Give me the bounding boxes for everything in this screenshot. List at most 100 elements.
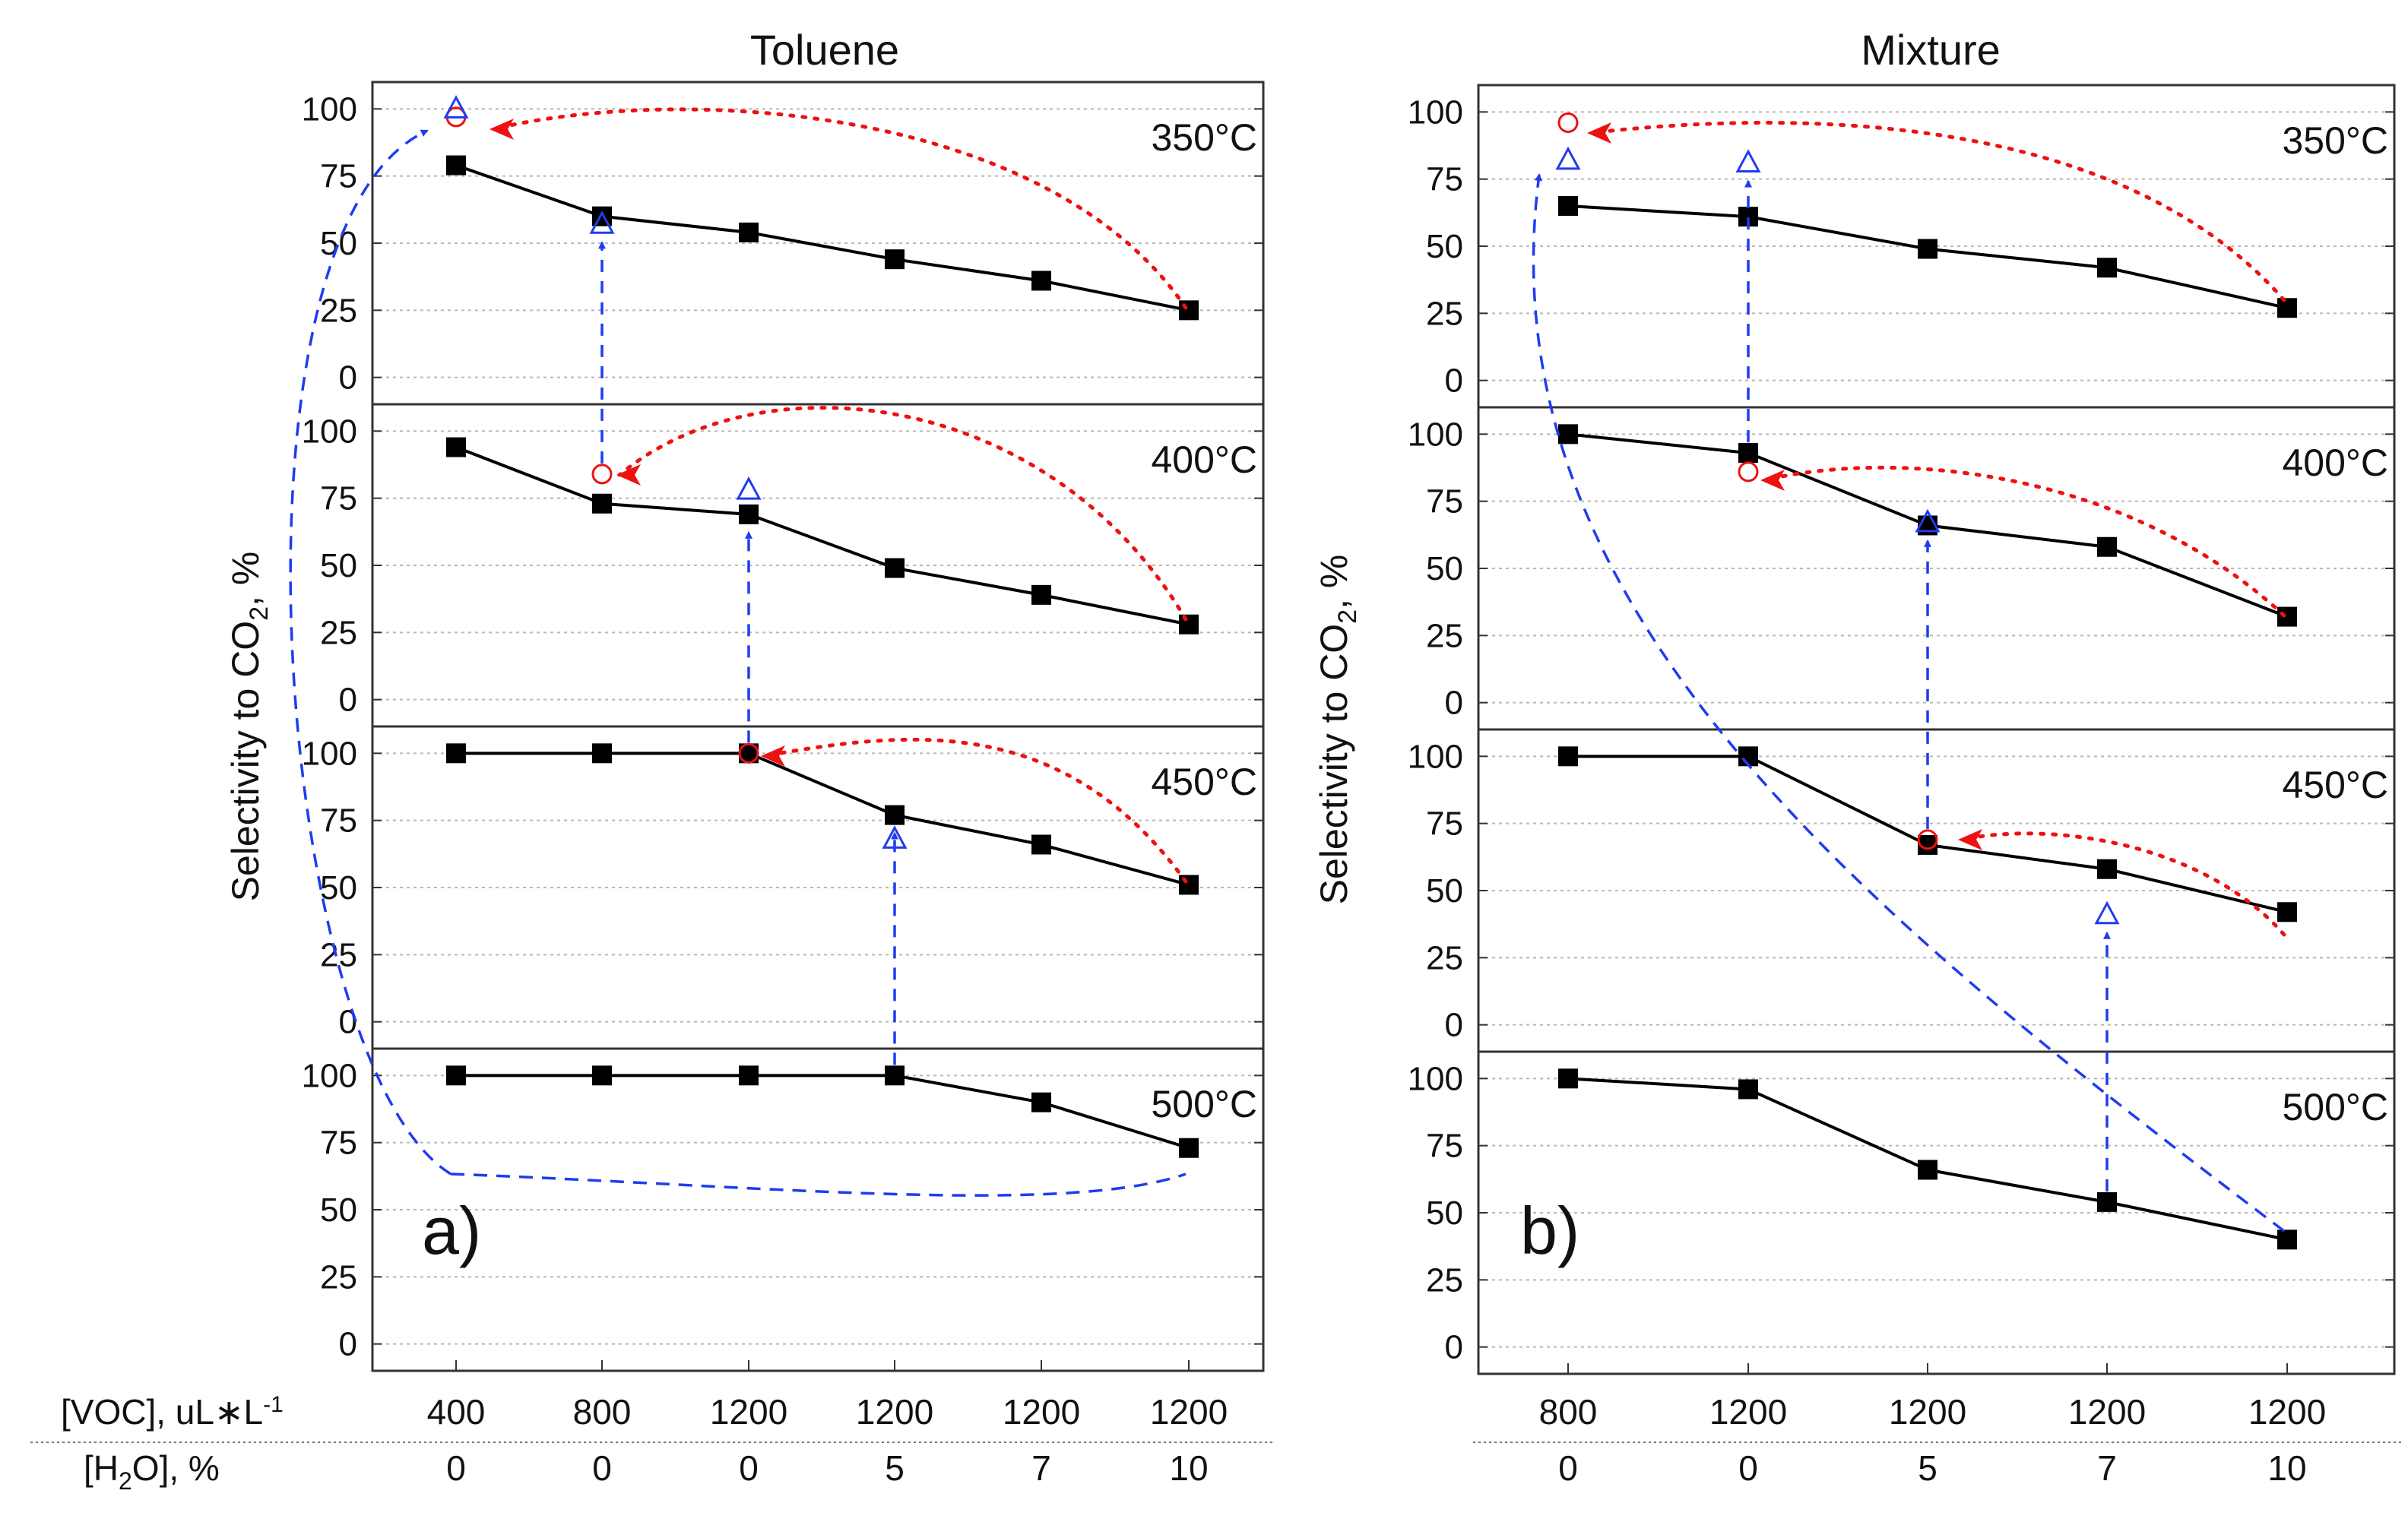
data-point-square: [1738, 443, 1758, 464]
data-point-square: [2277, 606, 2297, 627]
data-point-square: [1738, 1079, 1758, 1100]
data-point-open-triangle: [2094, 900, 2120, 925]
data-point-square: [1558, 424, 1578, 445]
annotation-blue-curve: [289, 129, 452, 1176]
x-category-voc: 1200: [1709, 1392, 1787, 1432]
y-tick-label: 0: [1445, 685, 1463, 722]
x-category-voc: 800: [573, 1392, 632, 1432]
data-point-square: [2097, 258, 2117, 278]
x-category-h2o: 0: [446, 1448, 466, 1488]
data-point-open-circle: [1917, 829, 1938, 850]
y-axis-label: Selectivity to CO2, %: [1313, 555, 1362, 905]
annotation-red-arrowhead: [490, 119, 514, 140]
data-point-square: [592, 743, 612, 764]
data-point-square: [592, 1065, 612, 1086]
annotation-red-arrowhead: [616, 464, 641, 486]
chart-panel-b: Mixture Selectivity to CO2, % 0 25 50 75 100 35…: [1313, 26, 2402, 1488]
y-tick-label: 25: [1426, 617, 1463, 654]
annotation-red-arrowhead: [761, 745, 785, 767]
y-tick-label: 100: [1408, 93, 1463, 131]
x-category-h2o: 5: [885, 1448, 905, 1488]
x-category-voc: 1200: [1889, 1392, 1966, 1432]
y-tick-label: 75: [320, 802, 357, 840]
data-point-square: [885, 249, 905, 270]
y-axis-label-main: Selectivity to CO: [1313, 624, 1355, 905]
data-point-square: [1179, 1138, 1199, 1158]
y-tick-label: 0: [339, 682, 357, 719]
y-tick-label: 25: [320, 292, 357, 329]
annotation-red-curve: [617, 406, 1188, 622]
y-tick-label: 75: [320, 480, 357, 517]
data-point-square: [446, 437, 466, 457]
data-point-square: [1558, 746, 1578, 767]
data-point-square: [446, 743, 466, 764]
data-point-square: [2277, 1229, 2297, 1250]
series-line: [1567, 1077, 2288, 1242]
data-point-square: [1179, 300, 1199, 321]
data-point-square: [1918, 1160, 1937, 1180]
data-point-square: [885, 1065, 905, 1086]
data-point-square: [2277, 298, 2297, 318]
series-line: [455, 445, 1190, 626]
subplot-500c: 0 25 50 75 100 500°C: [302, 1047, 1263, 1363]
subplot-350c: 0 25 50 75 100 350°C: [1408, 93, 2394, 400]
x-category-voc: 1200: [2248, 1392, 2326, 1432]
data-point-square: [1031, 584, 1051, 605]
y-tick-label: 25: [1426, 295, 1463, 332]
data-point-open-circle: [1557, 112, 1579, 133]
x-category-voc: 1200: [1003, 1392, 1080, 1432]
x-category-h2o: 0: [1738, 1448, 1758, 1488]
x-category-h2o: 7: [1031, 1448, 1051, 1488]
annotation-red-curve: [1761, 465, 2286, 618]
data-point-square: [2097, 859, 2117, 879]
y-tick-label: 0: [1445, 362, 1463, 400]
subplot-400c: 0 25 50 75 100 400°C: [302, 403, 1263, 719]
x-category-voc: 1200: [710, 1392, 787, 1432]
y-axis-label-sub: 2: [245, 606, 274, 621]
x-category-voc: 1200: [856, 1392, 933, 1432]
data-point-square: [1031, 834, 1051, 855]
annotation-red-curve: [1959, 831, 2286, 937]
y-tick-label: 100: [1408, 416, 1463, 453]
x-category-voc: 1200: [2068, 1392, 2146, 1432]
temperature-label: 500°C: [1151, 1083, 1257, 1125]
annotation-blue-curve-tail: [450, 1172, 1187, 1197]
y-axis-label-sub: 2: [1333, 609, 1362, 624]
data-point-square: [1031, 1092, 1051, 1112]
series-line: [456, 752, 1190, 887]
y-axis-label-main: Selectivity to CO: [224, 621, 267, 902]
voc-row-label: [VOC], uL∗L-1: [61, 1392, 284, 1432]
data-point-square: [739, 504, 759, 524]
x-category-h2o: 10: [1169, 1448, 1208, 1488]
chart-title: Mixture: [1861, 26, 2001, 74]
data-point-square: [1031, 271, 1051, 291]
data-point-open-triangle: [1735, 149, 1761, 172]
data-point-square: [1558, 1068, 1578, 1089]
y-tick-label: 75: [1426, 1128, 1463, 1165]
y-tick-label: 50: [1426, 872, 1463, 910]
y-axis-label: Selectivity to CO2, %: [224, 552, 274, 902]
y-tick-label: 100: [1408, 1060, 1463, 1097]
data-point-square: [592, 206, 612, 226]
temperature-label: 450°C: [1151, 761, 1257, 803]
x-category-h2o: 0: [1558, 1448, 1578, 1488]
data-point-open-circle: [738, 742, 759, 764]
y-tick-label: 50: [320, 225, 357, 262]
annotation-blue-curve: [1532, 173, 2286, 1233]
y-axis-label-suffix: , %: [224, 552, 267, 606]
data-point-open-triangle: [1915, 508, 1941, 533]
x-category-voc: 400: [427, 1392, 486, 1432]
annotation-red-arrowhead: [1587, 122, 1611, 144]
h2o-row-label-sub: 2: [119, 1467, 132, 1495]
annotation-red-curve: [1588, 121, 2286, 302]
y-tick-label: 50: [1426, 228, 1463, 265]
temperature-label: 350°C: [2282, 119, 2388, 162]
subplot-400c: 0 25 50 75 100 400°C: [1408, 406, 2394, 722]
h2o-row-label: [H2O], %: [84, 1448, 220, 1495]
temperature-label: 400°C: [1151, 438, 1257, 481]
y-tick-label: 25: [320, 614, 357, 651]
